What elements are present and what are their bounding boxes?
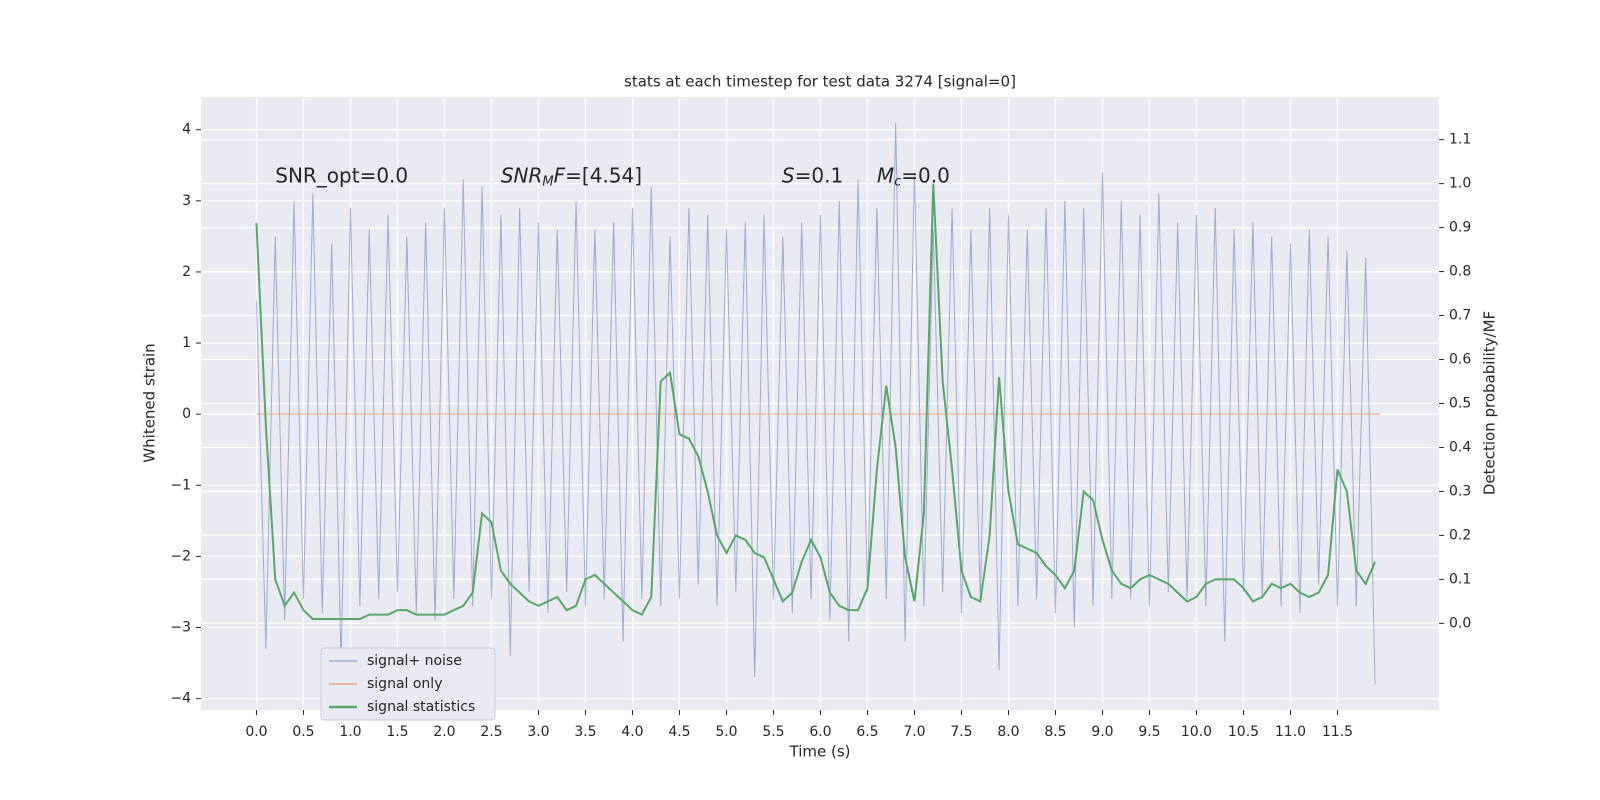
- annotation-part: =0.1: [795, 163, 844, 187]
- x-tick-label: 5.0: [715, 724, 737, 740]
- y-tick-label: 1: [182, 335, 191, 351]
- annotation: Mc=0.0: [877, 163, 950, 189]
- annotation-part: S: [782, 163, 795, 187]
- x-tick-label: 3.0: [527, 724, 549, 740]
- x-tick-label: 6.0: [809, 724, 831, 740]
- x-tick-label: 10.5: [1228, 724, 1259, 740]
- annotation-part: SNR: [501, 163, 543, 187]
- annotation-part: F: [554, 163, 566, 187]
- y2-axis-label: Detection probability/MF: [1481, 311, 1499, 495]
- x-tick-label: 10.0: [1181, 724, 1212, 740]
- x-tick-label: 1.0: [339, 724, 361, 740]
- annotation-part: =0.0: [901, 163, 950, 187]
- x-tick-label: 2.0: [433, 724, 455, 740]
- y-tick-label: −4: [170, 691, 191, 707]
- series-line: [255, 122, 1376, 685]
- y-tick-label: −1: [170, 477, 191, 493]
- x-tick-label: 9.5: [1138, 724, 1160, 740]
- x-tick-label: 6.5: [856, 724, 878, 740]
- y2-tick-label: 0.0: [1449, 615, 1471, 631]
- legend-box: [320, 647, 496, 721]
- series-line: [255, 183, 1376, 620]
- annotation: SNR_opt=0.0: [275, 163, 408, 187]
- x-tick-label: 0.5: [292, 724, 314, 740]
- y-tick-label: 2: [182, 264, 191, 280]
- x-tick-label: 5.5: [762, 724, 784, 740]
- y2-tick-label: 0.9: [1449, 220, 1471, 236]
- y2-tick-label: 1.1: [1449, 132, 1471, 148]
- x-tick-label: 3.5: [574, 724, 596, 740]
- x-axis-label: Time (s): [789, 743, 851, 761]
- annotation-part: c: [894, 174, 901, 189]
- y2-tick-label: 0.7: [1449, 308, 1471, 324]
- y-tick-label: 3: [182, 193, 191, 209]
- y-tick-label: 4: [182, 122, 191, 138]
- x-tick-label: 8.0: [997, 724, 1019, 740]
- y2-tick-label: 0.6: [1449, 352, 1471, 368]
- x-tick-label: 4.0: [621, 724, 643, 740]
- legend-label: signal+ noise: [367, 653, 462, 669]
- legend-label: signal statistics: [367, 699, 475, 715]
- x-tick-label: 4.5: [668, 724, 690, 740]
- x-tick-label: 11.5: [1322, 724, 1353, 740]
- annotation-part: M: [542, 174, 553, 189]
- x-tick-label: 7.5: [950, 724, 972, 740]
- annotation: SNRMF=[4.54]: [501, 163, 642, 189]
- y2-tick-label: 0.2: [1449, 527, 1471, 543]
- x-tick-label: 2.5: [480, 724, 502, 740]
- legend-label: signal only: [367, 676, 442, 692]
- x-tick-label: 11.0: [1275, 724, 1306, 740]
- x-tick-label: 1.5: [386, 724, 408, 740]
- x-tick-label: 8.5: [1044, 724, 1066, 740]
- annotation-part: =[4.54]: [565, 163, 642, 187]
- chart-title: stats at each timestep for test data 327…: [624, 73, 1016, 91]
- y-tick-label: −2: [170, 548, 191, 564]
- y2-tick-label: 0.4: [1449, 439, 1471, 455]
- y-tick-label: −3: [170, 620, 191, 636]
- y-tick-label: 0: [182, 406, 191, 422]
- x-tick-label: 0.0: [245, 724, 267, 740]
- x-tick-label: 9.0: [1091, 724, 1113, 740]
- y2-tick-label: 0.8: [1449, 264, 1471, 280]
- y2-tick-label: 0.1: [1449, 571, 1471, 587]
- y2-tick-label: 1.0: [1449, 176, 1471, 192]
- annotation-part: SNR_opt=0.0: [275, 163, 408, 187]
- annotation: S=0.1: [782, 163, 843, 187]
- annotation-part: M: [877, 163, 894, 187]
- y2-tick-label: 0.3: [1449, 483, 1471, 499]
- y-axis-label: Whitened strain: [141, 343, 159, 462]
- y2-tick-label: 0.5: [1449, 396, 1471, 412]
- x-tick-label: 7.0: [903, 724, 925, 740]
